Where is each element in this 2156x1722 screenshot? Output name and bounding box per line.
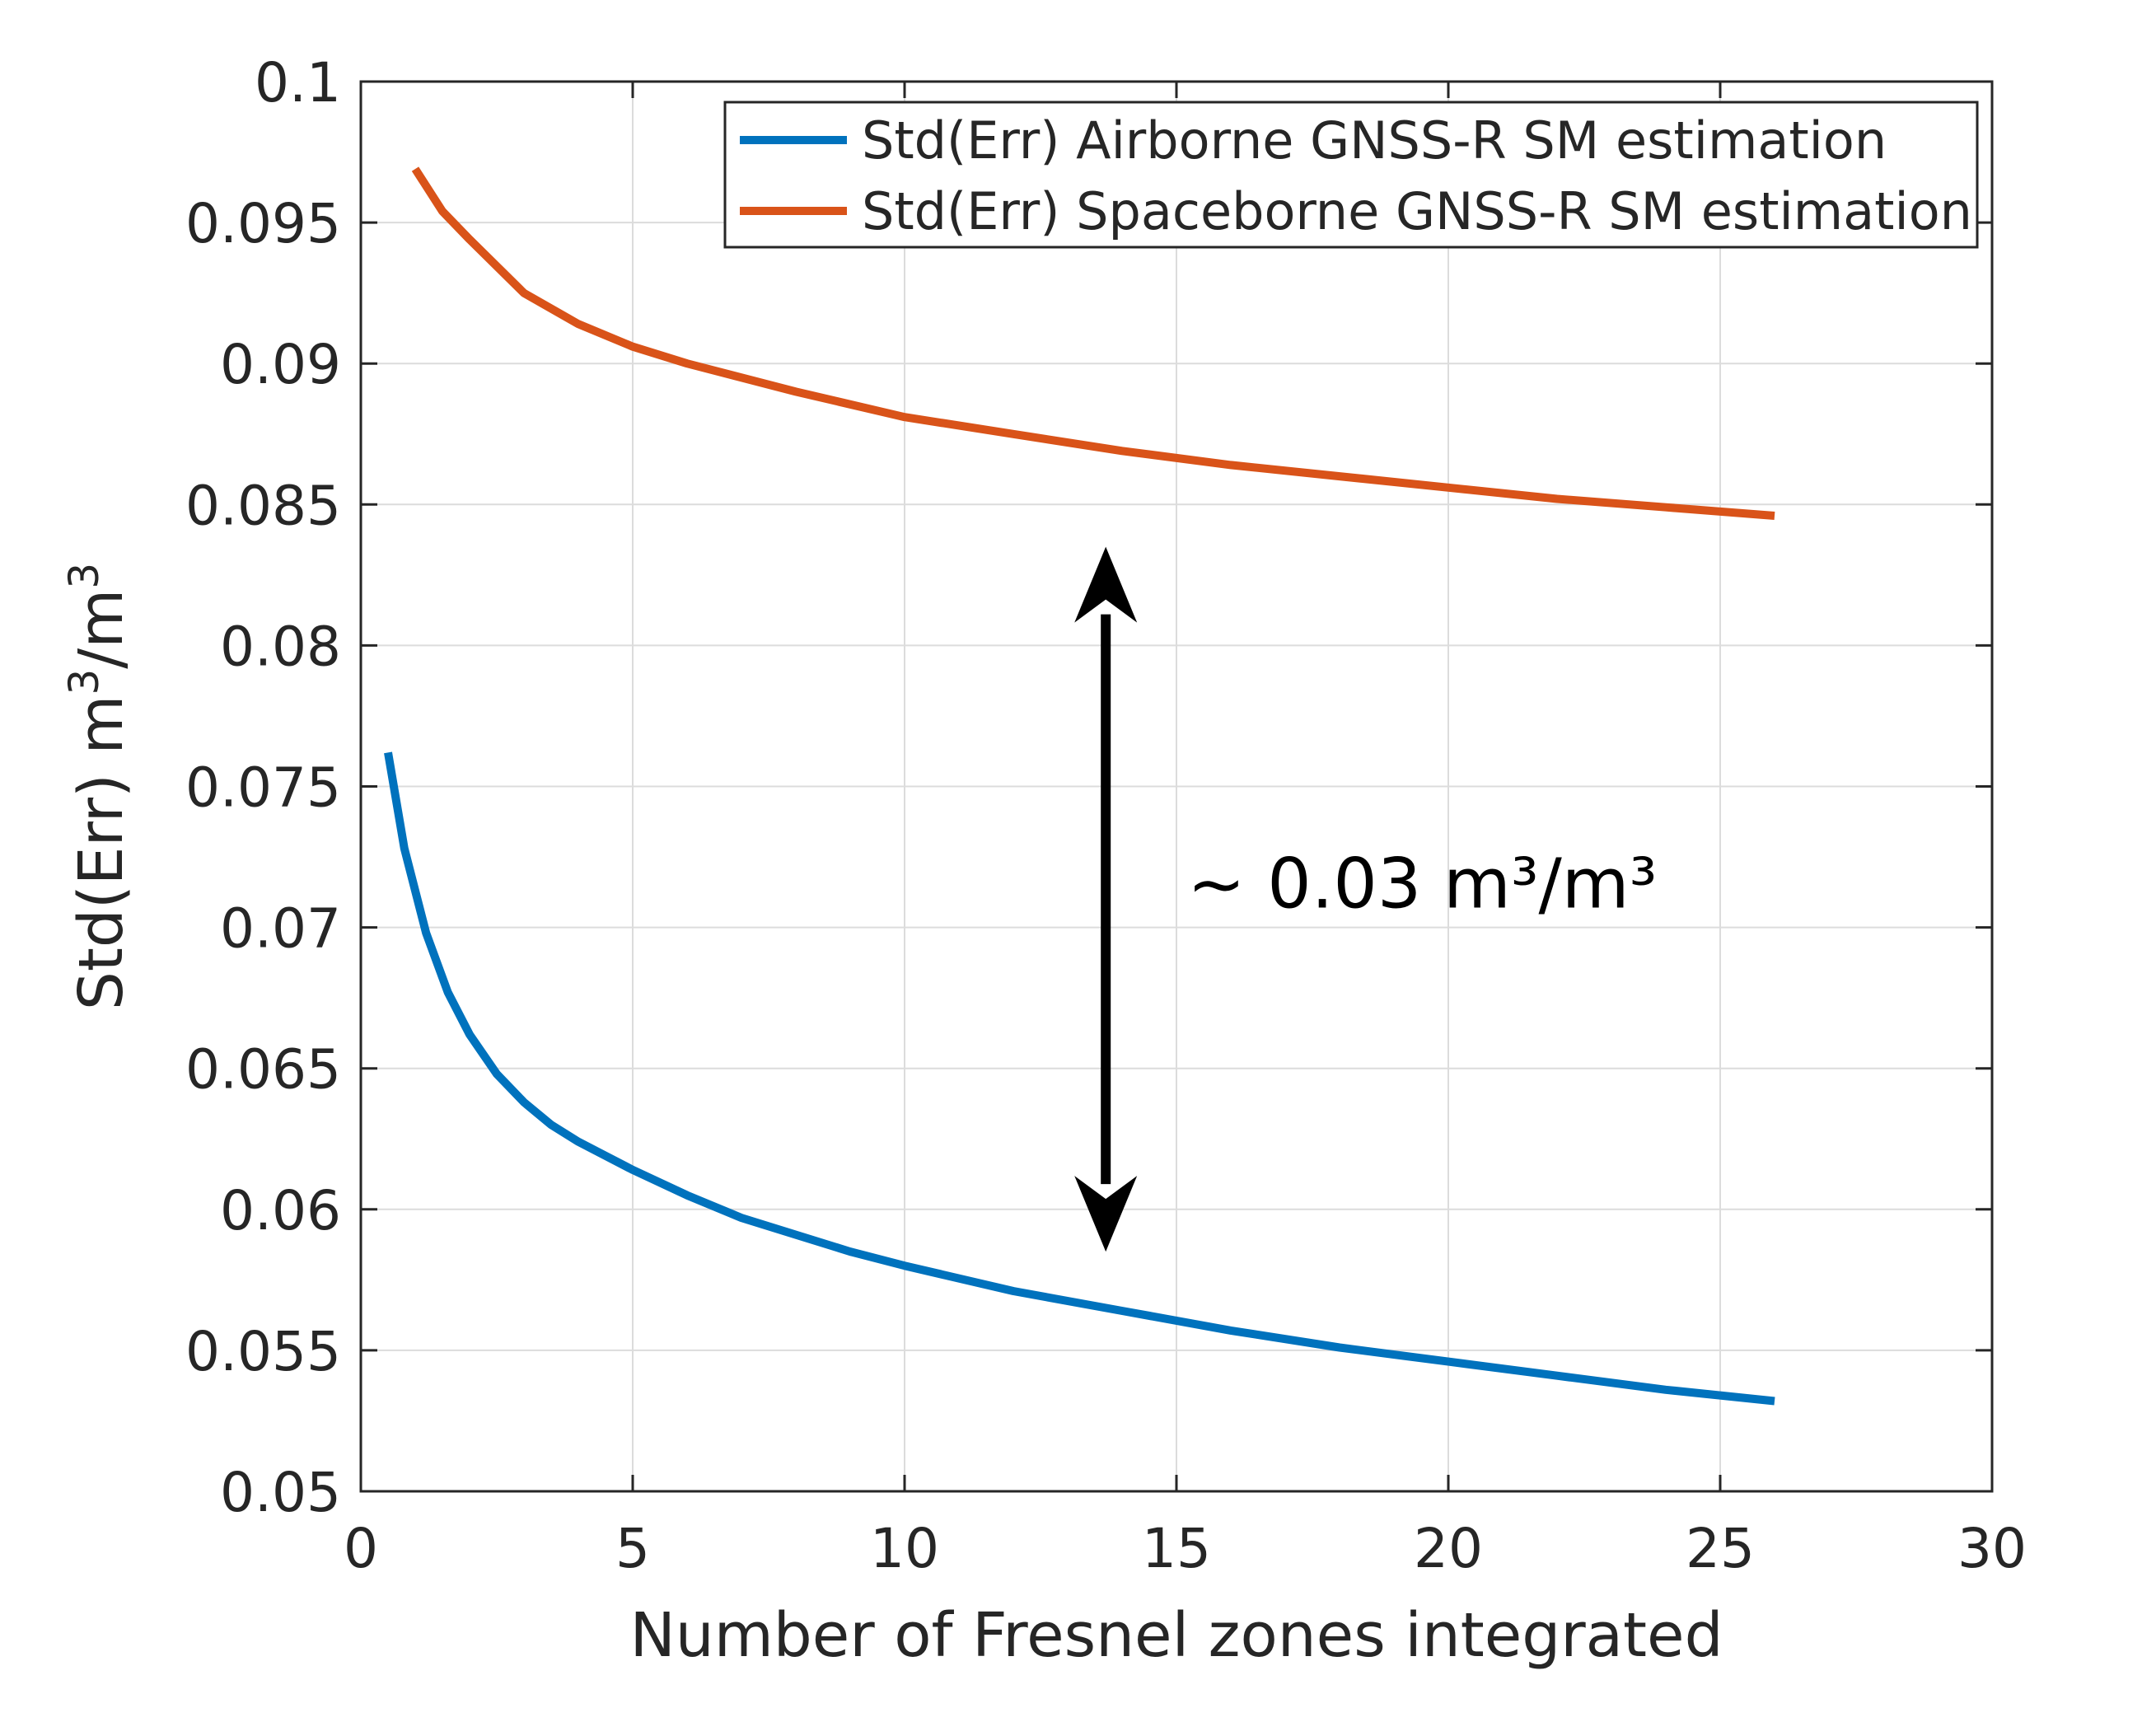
y-tick-label: 0.06: [220, 1179, 341, 1242]
x-tick-label: 20: [1414, 1517, 1483, 1580]
y-tick-label: 0.08: [220, 615, 341, 678]
legend-entry-spaceborne: Std(Err) Spaceborne GNSS-R SM estimation: [862, 181, 1972, 241]
y-axis-label-sup: 3: [60, 669, 108, 695]
x-tick-label: 5: [615, 1517, 650, 1580]
y-tick-label: 0.1: [255, 51, 341, 115]
series-line-airborne: [384, 751, 1775, 1406]
legend: Std(Err) Airborne GNSS-R SM estimation S…: [723, 101, 1979, 249]
y-tick-label: 0.065: [185, 1038, 341, 1102]
x-tick-label: 25: [1686, 1517, 1755, 1580]
y-axis-label-sup2: 3: [60, 563, 108, 589]
ticks: [359, 80, 1994, 1493]
y-tick-label: 0.07: [220, 897, 341, 961]
y-tick-label: 0.095: [185, 192, 341, 255]
y-tick-label: 0.085: [185, 474, 341, 537]
y-tick-label: 0.05: [220, 1461, 341, 1524]
arrow-head-up: [1074, 546, 1138, 623]
x-tick-label: 10: [870, 1517, 939, 1580]
y-axis-label-main: Std(Err) m: [66, 695, 137, 1011]
series-layer: [384, 166, 1775, 1406]
y-axis-label-mid: /m: [66, 589, 137, 669]
x-tick-label: 30: [1957, 1517, 2027, 1580]
x-tick-label: 0: [344, 1517, 378, 1580]
tick-labels: 0 5 10 15 20 25 30 0.05 0.055 0.06 0.065 0.07 0.075 0…: [185, 51, 2027, 1580]
legend-entry-airborne: Std(Err) Airborne GNSS-R SM estimation: [862, 110, 1887, 171]
y-axis-label: Std(Err) m3/m3: [60, 563, 137, 1010]
x-axis-label: Number of Fresnel zones integrated: [629, 1600, 1723, 1671]
legend-box: [723, 101, 1979, 249]
y-tick-label: 0.055: [185, 1320, 341, 1383]
y-tick-label: 0.075: [185, 756, 341, 820]
x-tick-label: 15: [1142, 1517, 1211, 1580]
y-tick-label: 0.09: [220, 333, 341, 396]
annotation-layer: ~ 0.03 m³/m³: [1074, 546, 1657, 1252]
arrow-head-down: [1074, 1176, 1138, 1252]
difference-annotation: ~ 0.03 m³/m³: [1187, 844, 1657, 924]
series-line-spaceborne: [411, 166, 1775, 520]
